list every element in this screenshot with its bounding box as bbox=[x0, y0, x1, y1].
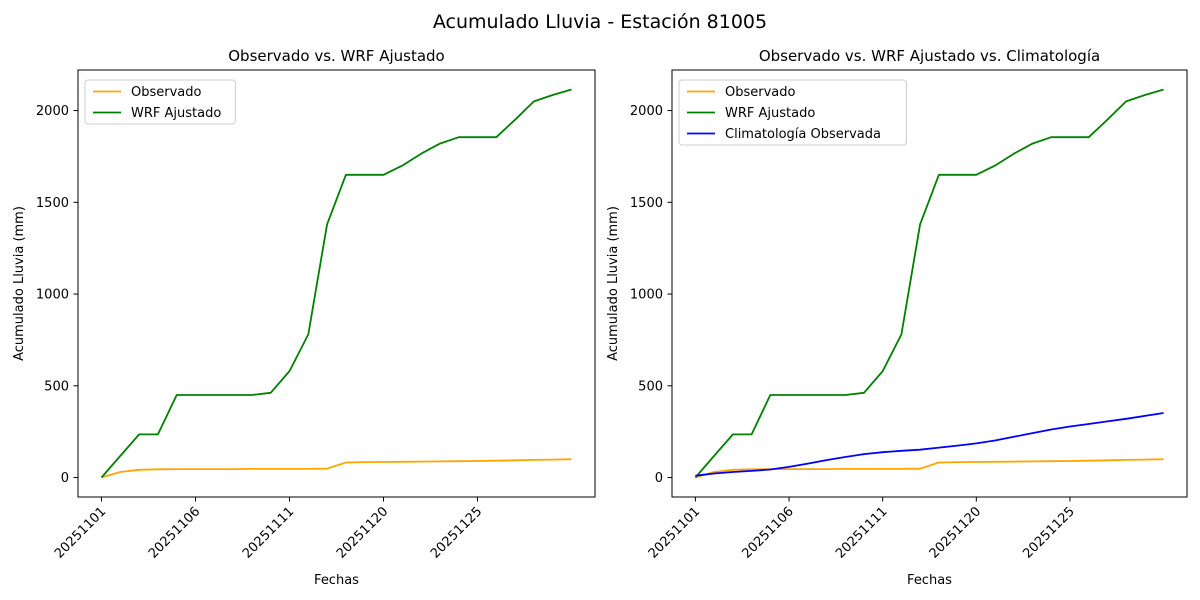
x-tick-label: 20251101 bbox=[52, 504, 109, 561]
y-axis-label: Acumulado Lluvia (mm) bbox=[12, 206, 27, 361]
x-tick-label: 20251101 bbox=[646, 504, 703, 561]
subplot-title: Observado vs. WRF Ajustado vs. Climatolo… bbox=[759, 47, 1100, 65]
x-tick-label: 20251125 bbox=[428, 504, 485, 561]
y-tick-label: 500 bbox=[638, 379, 663, 394]
series-line-wrf-ajustado bbox=[694, 88, 1164, 479]
legend-label: Observado bbox=[131, 85, 202, 100]
x-tick-label: 20251111 bbox=[240, 504, 297, 561]
legend-label: WRF Ajustado bbox=[725, 106, 815, 121]
series-line-wrf-ajustado bbox=[100, 88, 572, 479]
y-tick-label: 1000 bbox=[630, 288, 663, 303]
y-tick-label: 2000 bbox=[36, 104, 69, 119]
series-line-observado bbox=[695, 458, 1164, 479]
legend-label: Observado bbox=[725, 85, 796, 100]
axes-box bbox=[77, 69, 596, 498]
x-tick-label: 20251120 bbox=[334, 504, 391, 561]
series-line-observado bbox=[101, 458, 572, 479]
y-tick-label: 0 bbox=[655, 471, 663, 486]
x-tick-label: 20251111 bbox=[833, 504, 890, 561]
legend: Observado WRF Ajustado bbox=[84, 79, 236, 125]
x-axis-label: Fechas bbox=[314, 573, 359, 588]
x-tick-label: 20251106 bbox=[739, 504, 796, 561]
subplot-left: 0 500 1000 1500 2000 20251101 20251106 20251111… bbox=[12, 47, 596, 588]
y-axis-label: Acumulado Lluvia (mm) bbox=[606, 206, 621, 361]
subplot-title: Observado vs. WRF Ajustado bbox=[228, 47, 444, 65]
y-tick-label: 500 bbox=[44, 379, 69, 394]
x-axis-label: Fechas bbox=[907, 573, 952, 588]
series-line-climatolog-a-observada bbox=[695, 412, 1164, 477]
x-tick-label: 20251120 bbox=[927, 504, 984, 561]
legend-label: Climatología Observada bbox=[725, 127, 881, 142]
y-tick-label: 1000 bbox=[36, 288, 69, 303]
legend-label: WRF Ajustado bbox=[131, 106, 221, 121]
y-tick-label: 0 bbox=[61, 471, 69, 486]
y-tick-label: 2000 bbox=[630, 104, 663, 119]
legend-box bbox=[84, 79, 236, 125]
x-tick-label: 20251106 bbox=[146, 504, 203, 561]
y-tick-label: 1500 bbox=[630, 196, 663, 211]
legend: Observado WRF Ajustado Climatología Observ… bbox=[678, 79, 907, 146]
legend-box bbox=[678, 79, 907, 146]
axes-box bbox=[671, 69, 1188, 498]
x-tick-label: 20251125 bbox=[1020, 504, 1077, 561]
y-tick-label: 1500 bbox=[36, 196, 69, 211]
figure-title: Acumulado Lluvia - Estación 81005 bbox=[432, 11, 768, 33]
subplot-right: 0 500 1000 1500 2000 20251101 20251106 20251111… bbox=[606, 47, 1188, 588]
